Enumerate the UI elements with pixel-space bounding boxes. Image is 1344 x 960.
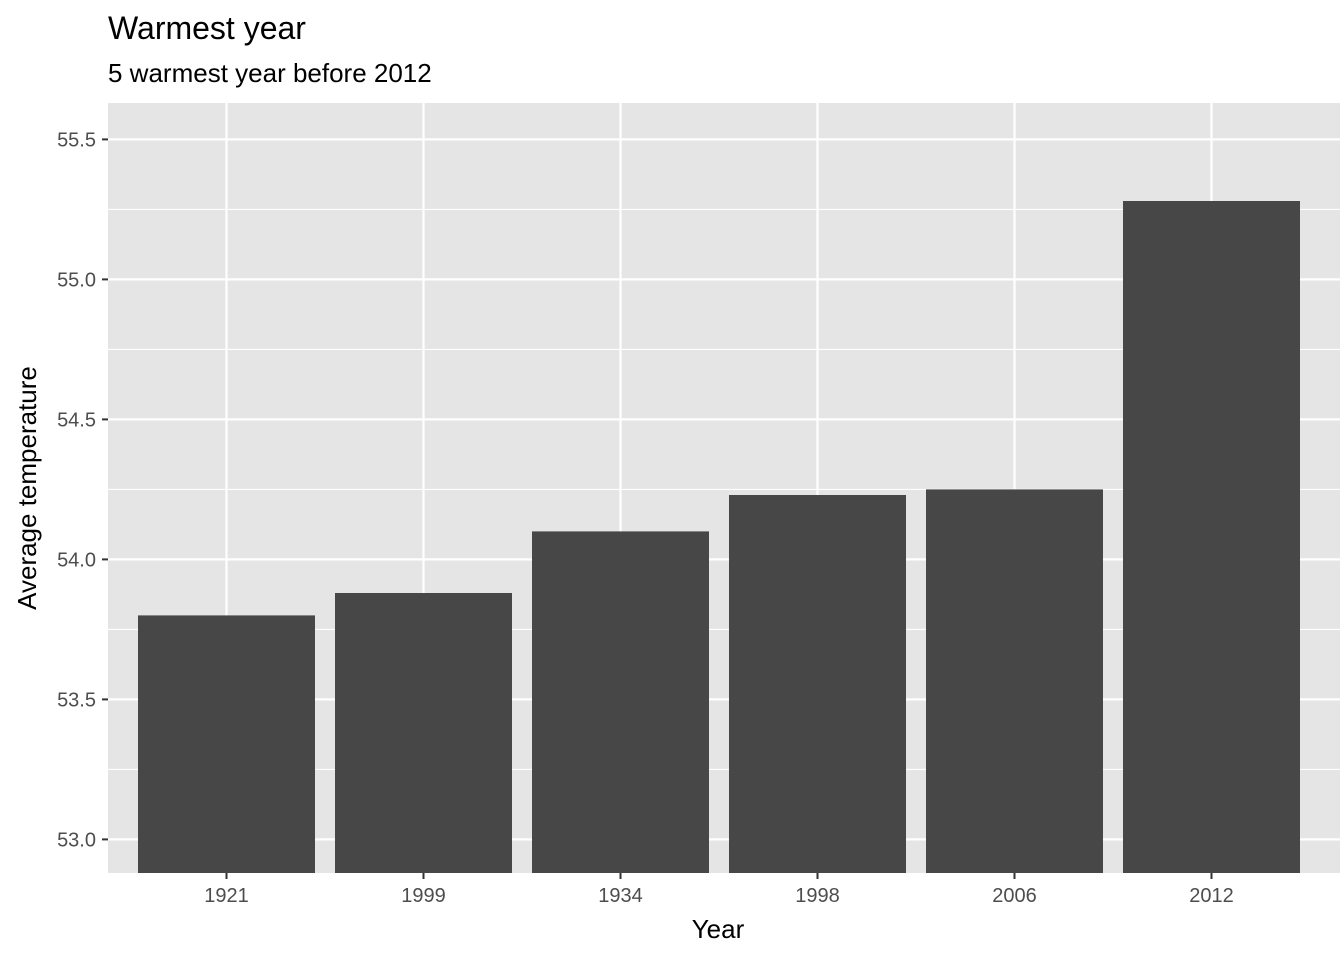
y-tick-label: 53.0: [57, 829, 96, 851]
x-tick-label: 1999: [401, 885, 446, 907]
x-tick-label: 2006: [992, 885, 1037, 907]
bar-2006: [926, 489, 1103, 873]
bar-1998: [729, 495, 906, 873]
bars: [138, 201, 1300, 873]
x-tick-label: 1998: [795, 885, 840, 907]
y-tick-label: 54.0: [57, 549, 96, 571]
x-tick-label: 1921: [204, 885, 249, 907]
bar-1934: [532, 531, 709, 873]
y-tick-label: 55.5: [57, 129, 96, 151]
y-tick-label: 55.0: [57, 269, 96, 291]
y-axis-title: Average temperature: [12, 366, 42, 610]
bar-1999: [335, 593, 512, 873]
chart-title: Warmest year: [108, 10, 306, 46]
chart-subtitle: 5 warmest year before 2012: [108, 58, 432, 88]
bar-2012: [1123, 201, 1300, 873]
x-axis: 1921 1999 1934 1998 2006 2012: [204, 873, 1234, 907]
y-tick-label: 53.5: [57, 689, 96, 711]
x-tick-label: 2012: [1189, 885, 1234, 907]
x-axis-title: Year: [692, 914, 745, 944]
x-tick-label: 1934: [598, 885, 643, 907]
bar-1921: [138, 615, 315, 873]
y-axis: 53.0 53.5 54.0 54.5 55.0 55.5: [57, 129, 108, 851]
y-tick-label: 54.5: [57, 409, 96, 431]
